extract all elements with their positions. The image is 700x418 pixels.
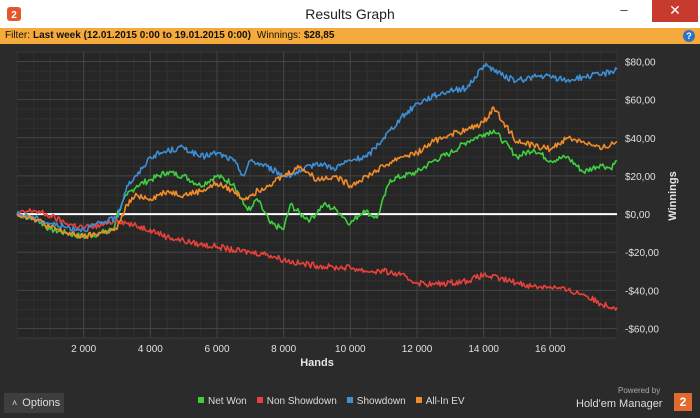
series-line-showdown (16, 62, 618, 233)
svg-text:2: 2 (11, 10, 17, 21)
chevron-up-icon: ˄ (12, 398, 18, 408)
x-tick-label: 6 000 (204, 344, 229, 355)
legend-swatch (198, 397, 204, 403)
filter-value[interactable]: Last week (12.01.2015 0:00 to 19.01.2015… (33, 30, 251, 41)
hm2-logo-icon: 2 (7, 7, 21, 21)
x-tick-label: 14 000 (468, 344, 499, 355)
x-axis-label: Hands (300, 357, 334, 369)
y-axis-label: Winnings (667, 171, 679, 220)
help-icon[interactable]: ? (683, 30, 695, 42)
series-line-all-in-ev (16, 106, 618, 239)
brand-logo: Powered by Hold'em Manager 2 (572, 386, 696, 416)
x-tick-label: 12 000 (402, 344, 433, 355)
y-tick-label: $0,00 (625, 210, 650, 221)
winnings-label: Winnings: (256, 30, 301, 41)
legend-item-all-in-ev[interactable]: All-In EV (415, 396, 465, 407)
legend-item-non-showdown[interactable]: Non Showdown (256, 396, 337, 407)
x-tick-label: 8 000 (271, 344, 296, 355)
y-tick-label: $60,00 (625, 96, 656, 107)
window-title: Results Graph (305, 6, 395, 22)
brand-logo-badge: 2 (674, 393, 692, 411)
options-button[interactable]: ˄ Options (4, 393, 64, 413)
legend-label: Net Won (208, 396, 247, 407)
legend-swatch (415, 397, 422, 403)
filter-bar: Filter: Last week (12.01.2015 0:00 to 19.… (0, 28, 700, 44)
legend-label: Non Showdown (266, 396, 337, 407)
x-tick-label: 4 000 (138, 344, 163, 355)
series-layer (16, 62, 618, 311)
footer-bar: ˄ Options Net Won Non Showdown Showdown All-… (0, 386, 700, 418)
y-tick-label: $20,00 (625, 172, 656, 183)
close-button[interactable]: ✕ (652, 0, 698, 22)
y-tick-label: $80,00 (625, 58, 656, 69)
x-tick-label: 10 000 (335, 344, 366, 355)
y-tick-label: -$60,00 (625, 324, 659, 335)
y-tick-label: -$40,00 (625, 286, 659, 297)
legend-item-net-won[interactable]: Net Won (198, 396, 247, 407)
legend-label: All-In EV (425, 396, 465, 407)
winnings-value: $28,85 (303, 30, 335, 41)
results-chart: $80,00 $60,00 $40,00 $20,00 $0,00 -$20,00 -$40… (0, 44, 700, 390)
legend-label: Showdown (356, 396, 406, 407)
legend-swatch (256, 397, 263, 403)
legend-swatch (346, 397, 353, 403)
title-bar: 2 Results Graph – □ ✕ (0, 0, 700, 28)
y-tick-labels: $80,00 $60,00 $40,00 $20,00 $0,00 -$20,00 -$40… (625, 58, 659, 336)
y-tick-label: -$20,00 (625, 248, 659, 259)
y-tick-label: $40,00 (625, 134, 656, 145)
x-tick-label: 2 000 (71, 344, 96, 355)
brand-name: Hold'em Manager (576, 398, 663, 410)
series-line-net-won (16, 129, 618, 240)
brand-powered-by: Powered by (618, 386, 661, 395)
filter-label: Filter: (5, 30, 30, 41)
series-line-non-showdown (16, 208, 618, 311)
x-tick-label: 16 000 (535, 344, 566, 355)
chart-legend: Net Won Non Showdown Showdown All-In EV (198, 396, 475, 410)
x-tick-labels: 2 000 4 000 6 000 8 000 10 000 12 000 14 000 16… (71, 344, 566, 355)
options-label: Options (22, 397, 61, 409)
legend-item-showdown[interactable]: Showdown (346, 396, 406, 407)
minimize-button[interactable]: – (620, 2, 628, 17)
